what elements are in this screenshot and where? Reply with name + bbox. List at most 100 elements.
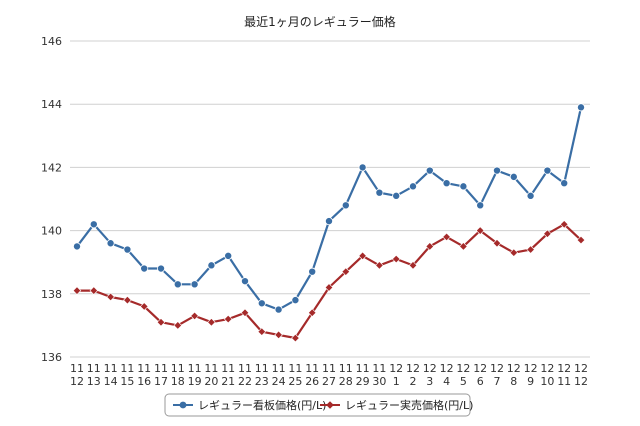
x-tick-label-day: 19 bbox=[188, 375, 202, 388]
data-point bbox=[257, 299, 266, 308]
x-tick-label-month: 12 bbox=[473, 362, 487, 375]
x-tick-label-month: 11 bbox=[204, 362, 218, 375]
y-tick-label: 146 bbox=[41, 35, 62, 48]
chart-title: 最近1ヶ月のレギュラー価格 bbox=[244, 14, 396, 29]
x-tick-label-month: 12 bbox=[456, 362, 470, 375]
data-point bbox=[408, 182, 417, 191]
x-tick-label-day: 7 bbox=[494, 375, 501, 388]
series-2 bbox=[72, 220, 586, 343]
x-tick-label-month: 11 bbox=[154, 362, 168, 375]
data-point bbox=[577, 103, 586, 112]
legend-label: レギュラー看板価格(円/L) bbox=[198, 398, 326, 412]
y-tick-label: 144 bbox=[41, 98, 62, 111]
data-point bbox=[408, 261, 418, 270]
legend-box bbox=[164, 393, 471, 417]
data-point bbox=[123, 295, 132, 305]
data-point bbox=[425, 242, 435, 251]
data-point bbox=[139, 302, 149, 311]
data-point bbox=[375, 261, 384, 270]
x-tick-label-day: 18 bbox=[171, 375, 185, 388]
data-point bbox=[240, 277, 249, 286]
data-point bbox=[72, 286, 82, 295]
x-tick-label-month: 12 bbox=[574, 362, 588, 375]
x-tick-label-day: 4 bbox=[443, 375, 450, 388]
x-tick-label-day: 15 bbox=[120, 375, 134, 388]
x-tick-label-day: 11 bbox=[557, 375, 571, 388]
x-tick-label-day: 27 bbox=[322, 375, 336, 388]
data-point bbox=[173, 280, 182, 289]
x-tick-label-month: 11 bbox=[137, 362, 151, 375]
data-point bbox=[89, 286, 99, 295]
x-tick-label-month: 11 bbox=[188, 362, 202, 375]
data-point bbox=[392, 191, 401, 200]
legend-label: レギュラー実売価格(円/L) bbox=[345, 398, 473, 412]
data-point bbox=[476, 201, 485, 210]
legend-marker bbox=[179, 401, 187, 409]
x-tick-label-day: 13 bbox=[87, 375, 101, 388]
data-point bbox=[89, 220, 98, 229]
x-tick-label-month: 11 bbox=[305, 362, 319, 375]
data-point bbox=[526, 245, 535, 254]
x-tick-label-month: 11 bbox=[70, 362, 84, 375]
x-tick-label-month: 11 bbox=[288, 362, 302, 375]
x-tick-label-month: 12 bbox=[557, 362, 571, 375]
x-tick-label-month: 11 bbox=[104, 362, 118, 375]
data-point bbox=[223, 314, 233, 324]
series-layer bbox=[72, 103, 586, 343]
x-tick-label-day: 3 bbox=[426, 375, 433, 388]
y-tick-label: 142 bbox=[41, 161, 62, 174]
x-tick-label-day: 21 bbox=[221, 375, 235, 388]
data-point bbox=[106, 239, 115, 248]
series-line bbox=[77, 223, 582, 340]
x-tick-label-month: 12 bbox=[440, 362, 454, 375]
x-tick-label-day: 9 bbox=[527, 375, 534, 388]
data-point bbox=[459, 182, 468, 191]
data-point bbox=[492, 166, 501, 175]
data-point bbox=[274, 330, 283, 340]
data-point bbox=[106, 292, 115, 302]
x-tick-label-day: 8 bbox=[510, 375, 517, 388]
x-tick-label-month: 11 bbox=[322, 362, 336, 375]
x-tick-label-day: 16 bbox=[137, 375, 151, 388]
data-point bbox=[291, 296, 300, 305]
data-point bbox=[543, 229, 552, 238]
x-tick-label-day: 28 bbox=[339, 375, 353, 388]
x-tick-label-month: 11 bbox=[120, 362, 134, 375]
x-tick-label-day: 25 bbox=[288, 375, 302, 388]
data-point bbox=[560, 179, 569, 188]
data-point bbox=[375, 188, 384, 197]
x-tick-label-day: 29 bbox=[356, 375, 370, 388]
data-point bbox=[324, 283, 334, 292]
x-tick-label-day: 12 bbox=[70, 375, 84, 388]
data-point bbox=[257, 327, 267, 336]
y-axis-ticks: 136 138 140 142 144 146 bbox=[41, 35, 62, 364]
x-tick-label-month: 12 bbox=[490, 362, 504, 375]
data-point bbox=[123, 245, 132, 254]
x-tick-label-month: 11 bbox=[372, 362, 386, 375]
data-point bbox=[358, 251, 367, 261]
data-point bbox=[509, 248, 519, 257]
data-point bbox=[341, 201, 350, 210]
data-point bbox=[308, 267, 317, 276]
x-tick-label-month: 12 bbox=[389, 362, 403, 375]
x-tick-label-day: 26 bbox=[305, 375, 319, 388]
data-point bbox=[475, 226, 485, 235]
legend: レギュラー看板価格(円/L) レギュラー実売価格(円/L) bbox=[164, 393, 473, 417]
x-tick-label-month: 11 bbox=[356, 362, 370, 375]
grid-lines bbox=[70, 40, 590, 358]
x-tick-label-day: 17 bbox=[154, 375, 168, 388]
series-line bbox=[76, 107, 583, 311]
data-point bbox=[291, 333, 300, 343]
x-tick-label-month: 12 bbox=[406, 362, 420, 375]
data-point bbox=[240, 308, 250, 317]
data-point bbox=[509, 172, 518, 181]
data-point bbox=[274, 305, 283, 314]
x-tick-label-month: 12 bbox=[507, 362, 521, 375]
data-point bbox=[543, 166, 552, 175]
data-point bbox=[190, 311, 199, 321]
data-point bbox=[358, 163, 367, 172]
x-tick-label-month: 12 bbox=[423, 362, 437, 375]
x-tick-label-day: 24 bbox=[272, 375, 286, 388]
x-tick-label-day: 20 bbox=[204, 375, 218, 388]
